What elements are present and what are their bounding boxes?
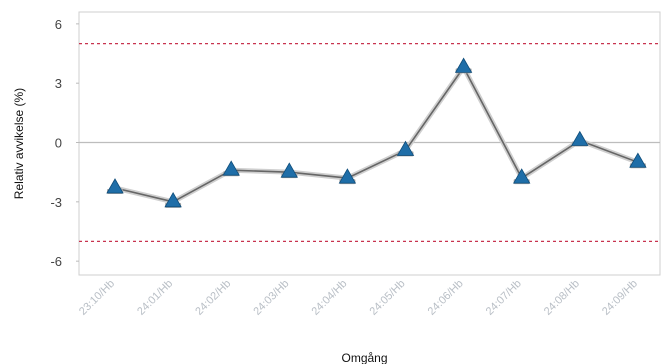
y-axis-title: Relativ avvikelse (%) [12,88,26,199]
data-point [280,162,298,179]
series-line [114,66,639,203]
data-point [454,57,473,74]
series-layer [106,57,647,208]
triangle-marker [106,178,124,194]
triangle-marker [164,192,182,208]
y-axis-ticks: -6 -3 0 3 6 [50,17,79,269]
x-tick-label: 24:04/Hb [309,278,349,318]
y-tick-label: 3 [55,76,62,91]
triangle-marker [396,140,415,156]
data-point [571,130,589,147]
triangle-marker [338,168,357,184]
x-tick-label: 24:07/Hb [484,278,524,318]
x-tick-label: 24:05/Hb [368,278,408,318]
reference-layer [79,43,660,242]
x-axis-title: Omgång [341,351,387,364]
x-tick-label: 24:06/Hb [426,278,466,318]
data-point [222,160,240,177]
y-tick-label: -6 [50,254,62,269]
x-tick-label: 24:08/Hb [542,278,582,318]
data-point [396,140,415,157]
x-tick-label: 24:03/Hb [251,278,291,318]
triangle-marker [629,152,647,168]
data-point [106,178,124,194]
triangle-marker [513,168,531,184]
x-tick-label: 24:02/Hb [193,278,233,318]
x-tick-label: 23:10/Hb [77,278,117,318]
plot-frame [78,11,661,276]
x-axis-ticks: 23:10/Hb 24:01/Hb 24:02/Hb 24:03/Hb 24:04/Hb… [77,278,640,318]
x-tick-label: 24:09/Hb [600,278,640,318]
y-tick-label: 6 [55,17,62,32]
y-tick-label: -3 [50,195,62,210]
triangle-marker [222,160,240,176]
x-tick-label: 24:01/Hb [135,278,175,318]
data-point [513,168,531,185]
series-line-shadow [114,64,639,205]
data-point [629,152,647,169]
data-point [164,192,182,208]
triangle-marker [454,57,473,73]
triangle-marker [571,130,589,146]
data-point [338,168,357,185]
y-tick-label: 0 [55,136,62,151]
triangle-marker [280,162,298,178]
